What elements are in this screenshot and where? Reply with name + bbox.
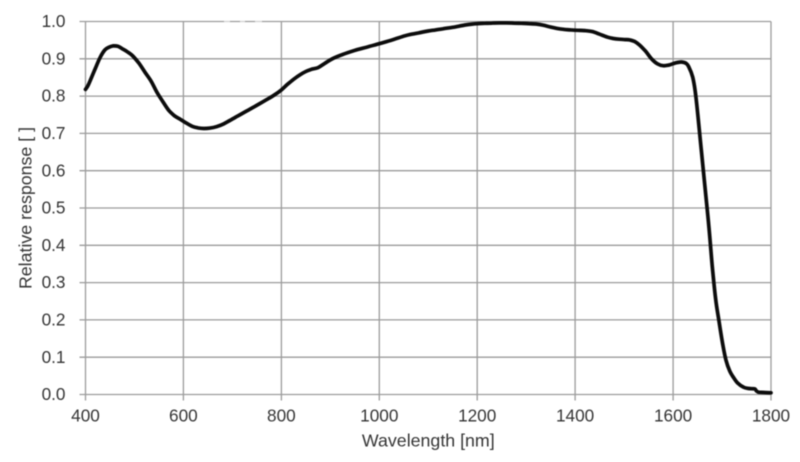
svg-text:400: 400 bbox=[71, 405, 100, 425]
svg-text:800: 800 bbox=[267, 405, 296, 425]
svg-text:1800: 1800 bbox=[752, 405, 790, 425]
svg-text:0.7: 0.7 bbox=[42, 123, 66, 143]
svg-text:0.5: 0.5 bbox=[42, 198, 66, 218]
svg-text:1200: 1200 bbox=[458, 405, 496, 425]
svg-text:0.2: 0.2 bbox=[42, 310, 66, 330]
svg-text:1.0: 1.0 bbox=[42, 11, 66, 31]
svg-text:1000: 1000 bbox=[360, 405, 398, 425]
svg-text:0.9: 0.9 bbox=[42, 48, 66, 68]
svg-text:0.3: 0.3 bbox=[42, 272, 66, 292]
svg-text:0.4: 0.4 bbox=[42, 235, 66, 255]
svg-text:600: 600 bbox=[169, 405, 198, 425]
svg-text:Wavelength [nm]: Wavelength [nm] bbox=[362, 431, 495, 451]
svg-text:0.8: 0.8 bbox=[42, 86, 66, 106]
svg-text:0.6: 0.6 bbox=[42, 160, 66, 180]
svg-text:0.1: 0.1 bbox=[42, 347, 66, 367]
svg-text:0.0: 0.0 bbox=[42, 384, 66, 404]
svg-text:1600: 1600 bbox=[654, 405, 692, 425]
svg-text:1400: 1400 bbox=[556, 405, 594, 425]
svg-text:Relative response [ ]: Relative response [ ] bbox=[16, 127, 36, 289]
